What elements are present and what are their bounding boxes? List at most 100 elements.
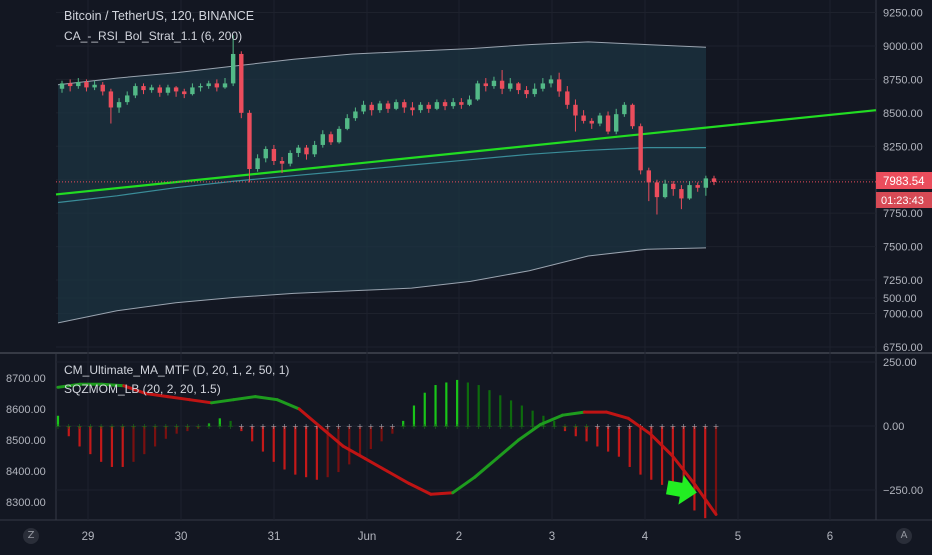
ma-line-segment [210, 398, 235, 405]
candle-body [116, 102, 122, 108]
ma-line-segment [253, 395, 279, 402]
candle-body [206, 83, 211, 87]
lower-indicator-2-label[interactable]: SQZMOM_LB (20, 2, 20, 1.5) [64, 382, 221, 396]
ma-line-segment [100, 382, 126, 388]
momentum-bar [553, 420, 556, 426]
auto-scale-button[interactable]: A [896, 528, 912, 544]
momentum-bar [56, 415, 60, 426]
squeeze-dot: + [55, 422, 62, 431]
time-axis-label: 29 [82, 531, 95, 543]
ma-line-segment [407, 481, 433, 496]
momentum-bar [229, 420, 232, 426]
last-price-label: 7983.54 [883, 176, 925, 188]
countdown-badge [876, 192, 932, 208]
squeeze-dot: + [163, 422, 170, 431]
ma-line-segment [473, 457, 499, 479]
ma-line-segment [539, 413, 564, 426]
squeeze-dot: + [691, 422, 698, 431]
momentum-bar [434, 385, 437, 426]
candle-body [165, 87, 171, 93]
ma-line-segment [144, 392, 170, 399]
momentum-bar [466, 382, 470, 426]
ma-line-segment [297, 407, 323, 430]
momentum-bar [671, 426, 674, 493]
squeeze-dot: + [367, 422, 374, 431]
last-price-badge [876, 172, 932, 189]
squeeze-dot: + [411, 422, 418, 431]
momentum-bar [693, 426, 696, 511]
candle-body [198, 86, 203, 88]
momentum-bar [499, 395, 502, 426]
squeeze-dot: + [465, 422, 472, 431]
momentum-bar [348, 426, 351, 465]
candle-body [499, 80, 505, 89]
candle-body [679, 189, 684, 199]
momentum-bar [89, 426, 92, 455]
lower-marks: + + + + + + + + + + + + + + + + + + + + + + + + + + + + + + + + + + + + + + + +… [55, 379, 719, 519]
candle-body [100, 84, 105, 92]
candle-body [239, 53, 244, 113]
momentum-bar [412, 405, 416, 426]
squeeze-dot: + [518, 422, 525, 431]
squeeze-dot: + [659, 422, 666, 431]
squeeze-dot: + [98, 422, 105, 431]
momentum-bar [369, 426, 372, 450]
momentum-bar [607, 426, 610, 452]
candle-body [84, 82, 89, 88]
indicator-label[interactable]: CA_-_RSI_Bol_Strat_1.1 (6, 200) [64, 29, 243, 43]
momentum-bar [639, 426, 642, 475]
price-tick-label: 8500.00 [883, 108, 923, 120]
squeeze-dot: + [702, 422, 709, 431]
countdown-label: 01:23:43 [881, 195, 924, 207]
candle-body [532, 88, 537, 95]
candle-body [687, 185, 692, 199]
candle-body [92, 84, 97, 88]
candle-body [483, 83, 488, 87]
momentum-bar [574, 426, 577, 437]
momentum-bar [121, 426, 124, 467]
squeeze-dot: + [87, 422, 94, 431]
ma-line-segment [166, 395, 192, 402]
candle-body [622, 104, 627, 115]
symbol-title[interactable]: Bitcoin / TetherUS, 120, BINANCE [64, 9, 255, 23]
main-marks [55, 35, 877, 324]
ma-line-segment [341, 444, 367, 461]
candle-body [149, 87, 154, 91]
squeeze-dot: + [680, 422, 687, 431]
momentum-bar [682, 426, 685, 501]
ma-line-segment [231, 395, 257, 402]
lower-indicator-1-label[interactable]: CM_Ultimate_MA_MTF (D, 20, 1, 2, 50, 1) [64, 363, 290, 377]
time-axis-label: 3 [549, 531, 555, 543]
momentum-bar [445, 382, 448, 426]
squeeze-dot: + [378, 422, 385, 431]
time-axis-label: 2 [456, 531, 462, 543]
ma-line-segment [363, 457, 389, 473]
squeeze-dot: + [562, 422, 569, 431]
momentum-bar [391, 426, 394, 434]
ma-line-segment [517, 423, 543, 442]
candle-body [271, 148, 277, 161]
squeeze-dot: + [76, 422, 83, 431]
candle-body [320, 134, 325, 145]
squeeze-dot: + [195, 422, 202, 431]
momentum-bar [617, 426, 621, 457]
lower-indicator-pane[interactable] [56, 354, 876, 520]
squeeze-dot: + [486, 422, 493, 431]
candle-body [459, 102, 464, 105]
squeeze-dot: + [508, 422, 515, 431]
momentum-bar [186, 426, 189, 432]
candle-body [369, 104, 374, 111]
squeeze-dot: + [443, 422, 450, 431]
squeeze-dot: + [670, 422, 677, 431]
candle-body [638, 126, 643, 171]
candle-body [296, 147, 301, 153]
log-scale-button[interactable]: Z [23, 528, 39, 544]
momentum-bar [143, 426, 146, 455]
momentum-bar [337, 426, 340, 473]
squeeze-dot: + [432, 422, 439, 431]
candle-body [630, 104, 635, 127]
momentum-bar [380, 426, 383, 442]
ma-line-segment [122, 384, 148, 395]
